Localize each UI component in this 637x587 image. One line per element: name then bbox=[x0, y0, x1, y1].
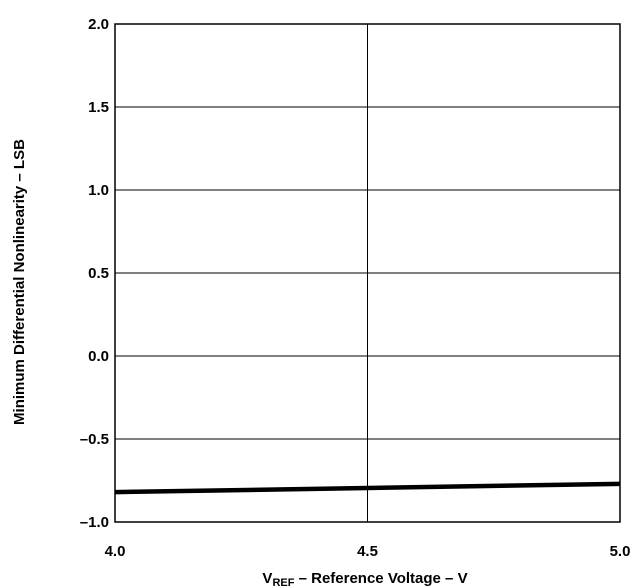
x-axis-title-suffix: – Reference Voltage – V bbox=[294, 570, 467, 587]
x-axis-title-subscript: REF bbox=[272, 577, 294, 587]
series-line bbox=[114, 481, 621, 495]
x-axis-tick-labels: 4.0 4.5 5.0 bbox=[105, 543, 631, 560]
y-tick-label: –1.0 bbox=[80, 514, 109, 531]
x-tick-label: 4.0 bbox=[105, 543, 126, 560]
y-tick-label: 0.0 bbox=[88, 348, 109, 365]
series-group bbox=[114, 481, 621, 495]
y-tick-label: –0.5 bbox=[80, 431, 109, 448]
x-tick-label: 4.5 bbox=[357, 543, 378, 560]
grid bbox=[114, 23, 621, 523]
y-tick-label: 1.0 bbox=[88, 182, 109, 199]
y-axis-tick-labels: –1.0 –0.5 0.0 0.5 1.0 1.5 2.0 bbox=[80, 16, 109, 531]
x-axis-title: VREF – Reference Voltage – V bbox=[262, 570, 467, 587]
x-tick-label: 5.0 bbox=[610, 543, 631, 560]
x-axis-title-prefix: V bbox=[262, 570, 272, 587]
y-tick-label: 2.0 bbox=[88, 16, 109, 33]
y-axis-title: Minimum Differential Nonlinearity – LSB bbox=[11, 139, 28, 425]
plot-area-frame bbox=[114, 23, 621, 523]
y-tick-label: 1.5 bbox=[88, 99, 109, 116]
y-tick-label: 0.5 bbox=[88, 265, 109, 282]
